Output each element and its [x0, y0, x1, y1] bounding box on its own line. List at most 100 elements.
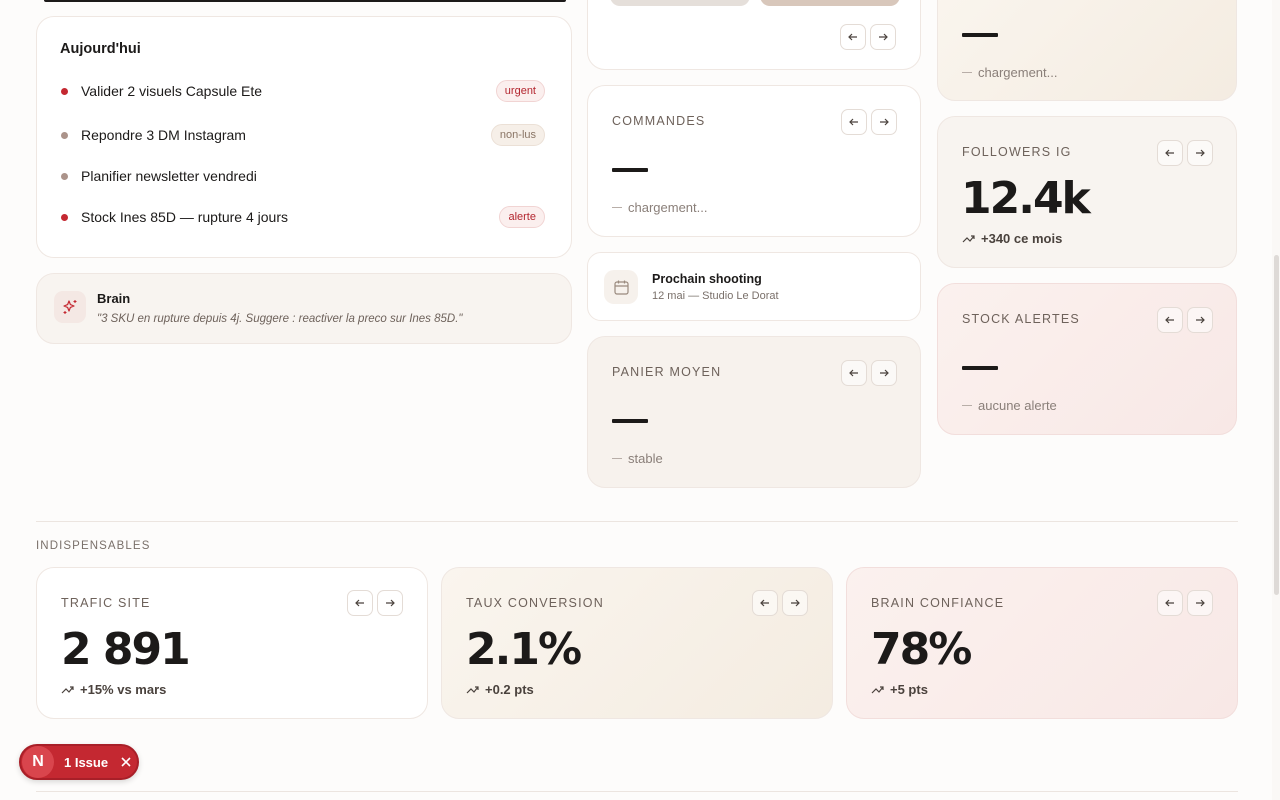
- next-button[interactable]: [871, 109, 897, 135]
- followers-card: FOLLOWERS IG 12.4k +340 ce mois: [937, 116, 1237, 268]
- today-title: Aujourd'hui: [60, 41, 141, 57]
- arrow-left-icon: [1165, 316, 1174, 324]
- trafic-label: TRAFIC SITE: [61, 596, 151, 610]
- confiance-card: BRAIN CONFIANCE 78% +5 pts: [846, 567, 1238, 719]
- brain-message: "3 SKU en rupture depuis 4j. Suggere : r…: [97, 313, 463, 325]
- arrow-left-icon: [1165, 149, 1174, 157]
- shooting-title: Prochain shooting: [652, 272, 762, 286]
- task-text: Stock Ines 85D — rupture 4 jours: [81, 209, 288, 225]
- next-button[interactable]: [871, 360, 897, 386]
- prev-button[interactable]: [752, 590, 778, 616]
- trending-up-icon: [962, 235, 975, 243]
- unread-badge: non-lus: [490, 124, 545, 146]
- top-card-edge: [44, 0, 566, 2]
- conversion-label: TAUX CONVERSION: [466, 596, 604, 610]
- arrow-left-icon: [1165, 599, 1174, 607]
- shooting-detail: 12 mai — Studio Le Dorat: [652, 290, 779, 302]
- followers-label: FOLLOWERS IG: [962, 145, 1072, 159]
- section-title: INDISPENSABLES: [36, 540, 151, 552]
- trafic-card: TRAFIC SITE 2 891 +15% vs mars: [36, 567, 428, 719]
- trafic-trend: +15% vs mars: [61, 682, 166, 697]
- conversion-trend: +0.2 pts: [466, 682, 534, 697]
- top-right-card: chargement...: [937, 0, 1237, 101]
- prev-button[interactable]: [1157, 590, 1183, 616]
- arrow-right-icon: [1196, 316, 1205, 324]
- brain-card[interactable]: Brain "3 SKU en rupture depuis 4j. Sugge…: [36, 273, 572, 344]
- arrow-left-icon: [848, 33, 857, 41]
- issue-badge[interactable]: N 1 Issue: [19, 744, 139, 780]
- task-row[interactable]: Repondre 3 DM Instagram non-lus: [61, 123, 545, 147]
- top-middle-card: [587, 0, 921, 70]
- status-text: aucune alerte: [962, 398, 1057, 413]
- segment-left[interactable]: [610, 0, 750, 6]
- trending-up-icon: [466, 686, 479, 694]
- arrow-left-icon: [849, 118, 858, 126]
- status-text: stable: [612, 451, 663, 466]
- confiance-label: BRAIN CONFIANCE: [871, 596, 1005, 610]
- arrow-right-icon: [791, 599, 800, 607]
- value-placeholder: [612, 419, 648, 423]
- arrow-left-icon: [849, 369, 858, 377]
- task-row[interactable]: Valider 2 visuels Capsule Ete urgent: [61, 79, 545, 103]
- task-text: Repondre 3 DM Instagram: [81, 127, 246, 143]
- stock-card: STOCK ALERTES aucune alerte: [937, 283, 1237, 435]
- prev-button[interactable]: [840, 24, 866, 50]
- arrow-right-icon: [880, 118, 889, 126]
- arrow-right-icon: [880, 369, 889, 377]
- sparkles-icon: [63, 300, 77, 314]
- calendar-icon-box: [604, 270, 638, 304]
- conversion-card: TAUX CONVERSION 2.1% +0.2 pts: [441, 567, 833, 719]
- arrow-right-icon: [879, 33, 888, 41]
- value-placeholder: [962, 33, 998, 37]
- issue-avatar: N: [22, 746, 54, 778]
- commandes-label: COMMANDES: [612, 114, 706, 128]
- arrow-right-icon: [1196, 599, 1205, 607]
- urgent-badge: urgent: [495, 80, 545, 102]
- followers-value: 12.4k: [961, 173, 1091, 224]
- trending-up-icon: [871, 686, 884, 694]
- shooting-card[interactable]: Prochain shooting 12 mai — Studio Le Dor…: [587, 252, 921, 321]
- priority-dot: [61, 87, 68, 95]
- prev-button[interactable]: [841, 109, 867, 135]
- next-button[interactable]: [377, 590, 403, 616]
- task-text: Planifier newsletter vendredi: [81, 168, 257, 184]
- arrow-left-icon: [760, 599, 769, 607]
- task-row[interactable]: Stock Ines 85D — rupture 4 jours alerte: [61, 205, 545, 229]
- prev-button[interactable]: [1157, 307, 1183, 333]
- brain-title: Brain: [97, 291, 131, 306]
- scrollbar-track[interactable]: [1272, 0, 1280, 800]
- status-text: chargement...: [612, 200, 708, 215]
- confiance-value: 78%: [871, 624, 972, 675]
- prev-button[interactable]: [841, 360, 867, 386]
- priority-dot: [61, 131, 68, 139]
- brain-icon-box: [54, 291, 86, 323]
- task-text: Valider 2 visuels Capsule Ete: [81, 83, 263, 99]
- conversion-value: 2.1%: [466, 624, 582, 675]
- arrow-right-icon: [386, 599, 395, 607]
- priority-dot: [61, 213, 68, 221]
- value-placeholder: [612, 168, 648, 172]
- calendar-icon: [613, 280, 629, 295]
- status-text: chargement...: [962, 65, 1058, 80]
- scrollbar-thumb[interactable]: [1274, 255, 1279, 595]
- next-button[interactable]: [1187, 140, 1213, 166]
- confiance-trend: +5 pts: [871, 682, 928, 697]
- task-row[interactable]: Planifier newsletter vendredi: [61, 164, 545, 188]
- close-icon[interactable]: [120, 756, 132, 768]
- next-button[interactable]: [1187, 590, 1213, 616]
- issue-label: 1 Issue: [64, 754, 109, 770]
- panier-label: PANIER MOYEN: [612, 365, 722, 379]
- trending-up-icon: [61, 686, 74, 694]
- next-button[interactable]: [1187, 307, 1213, 333]
- value-placeholder: [962, 366, 998, 370]
- alert-badge: alerte: [499, 206, 545, 228]
- segment-right[interactable]: [760, 0, 900, 6]
- section-divider: [36, 521, 1238, 522]
- prev-button[interactable]: [347, 590, 373, 616]
- prev-button[interactable]: [1157, 140, 1183, 166]
- arrow-left-icon: [355, 599, 364, 607]
- next-button[interactable]: [782, 590, 808, 616]
- panier-card: PANIER MOYEN stable: [587, 336, 921, 488]
- trafic-value: 2 891: [61, 624, 191, 675]
- next-button[interactable]: [870, 24, 896, 50]
